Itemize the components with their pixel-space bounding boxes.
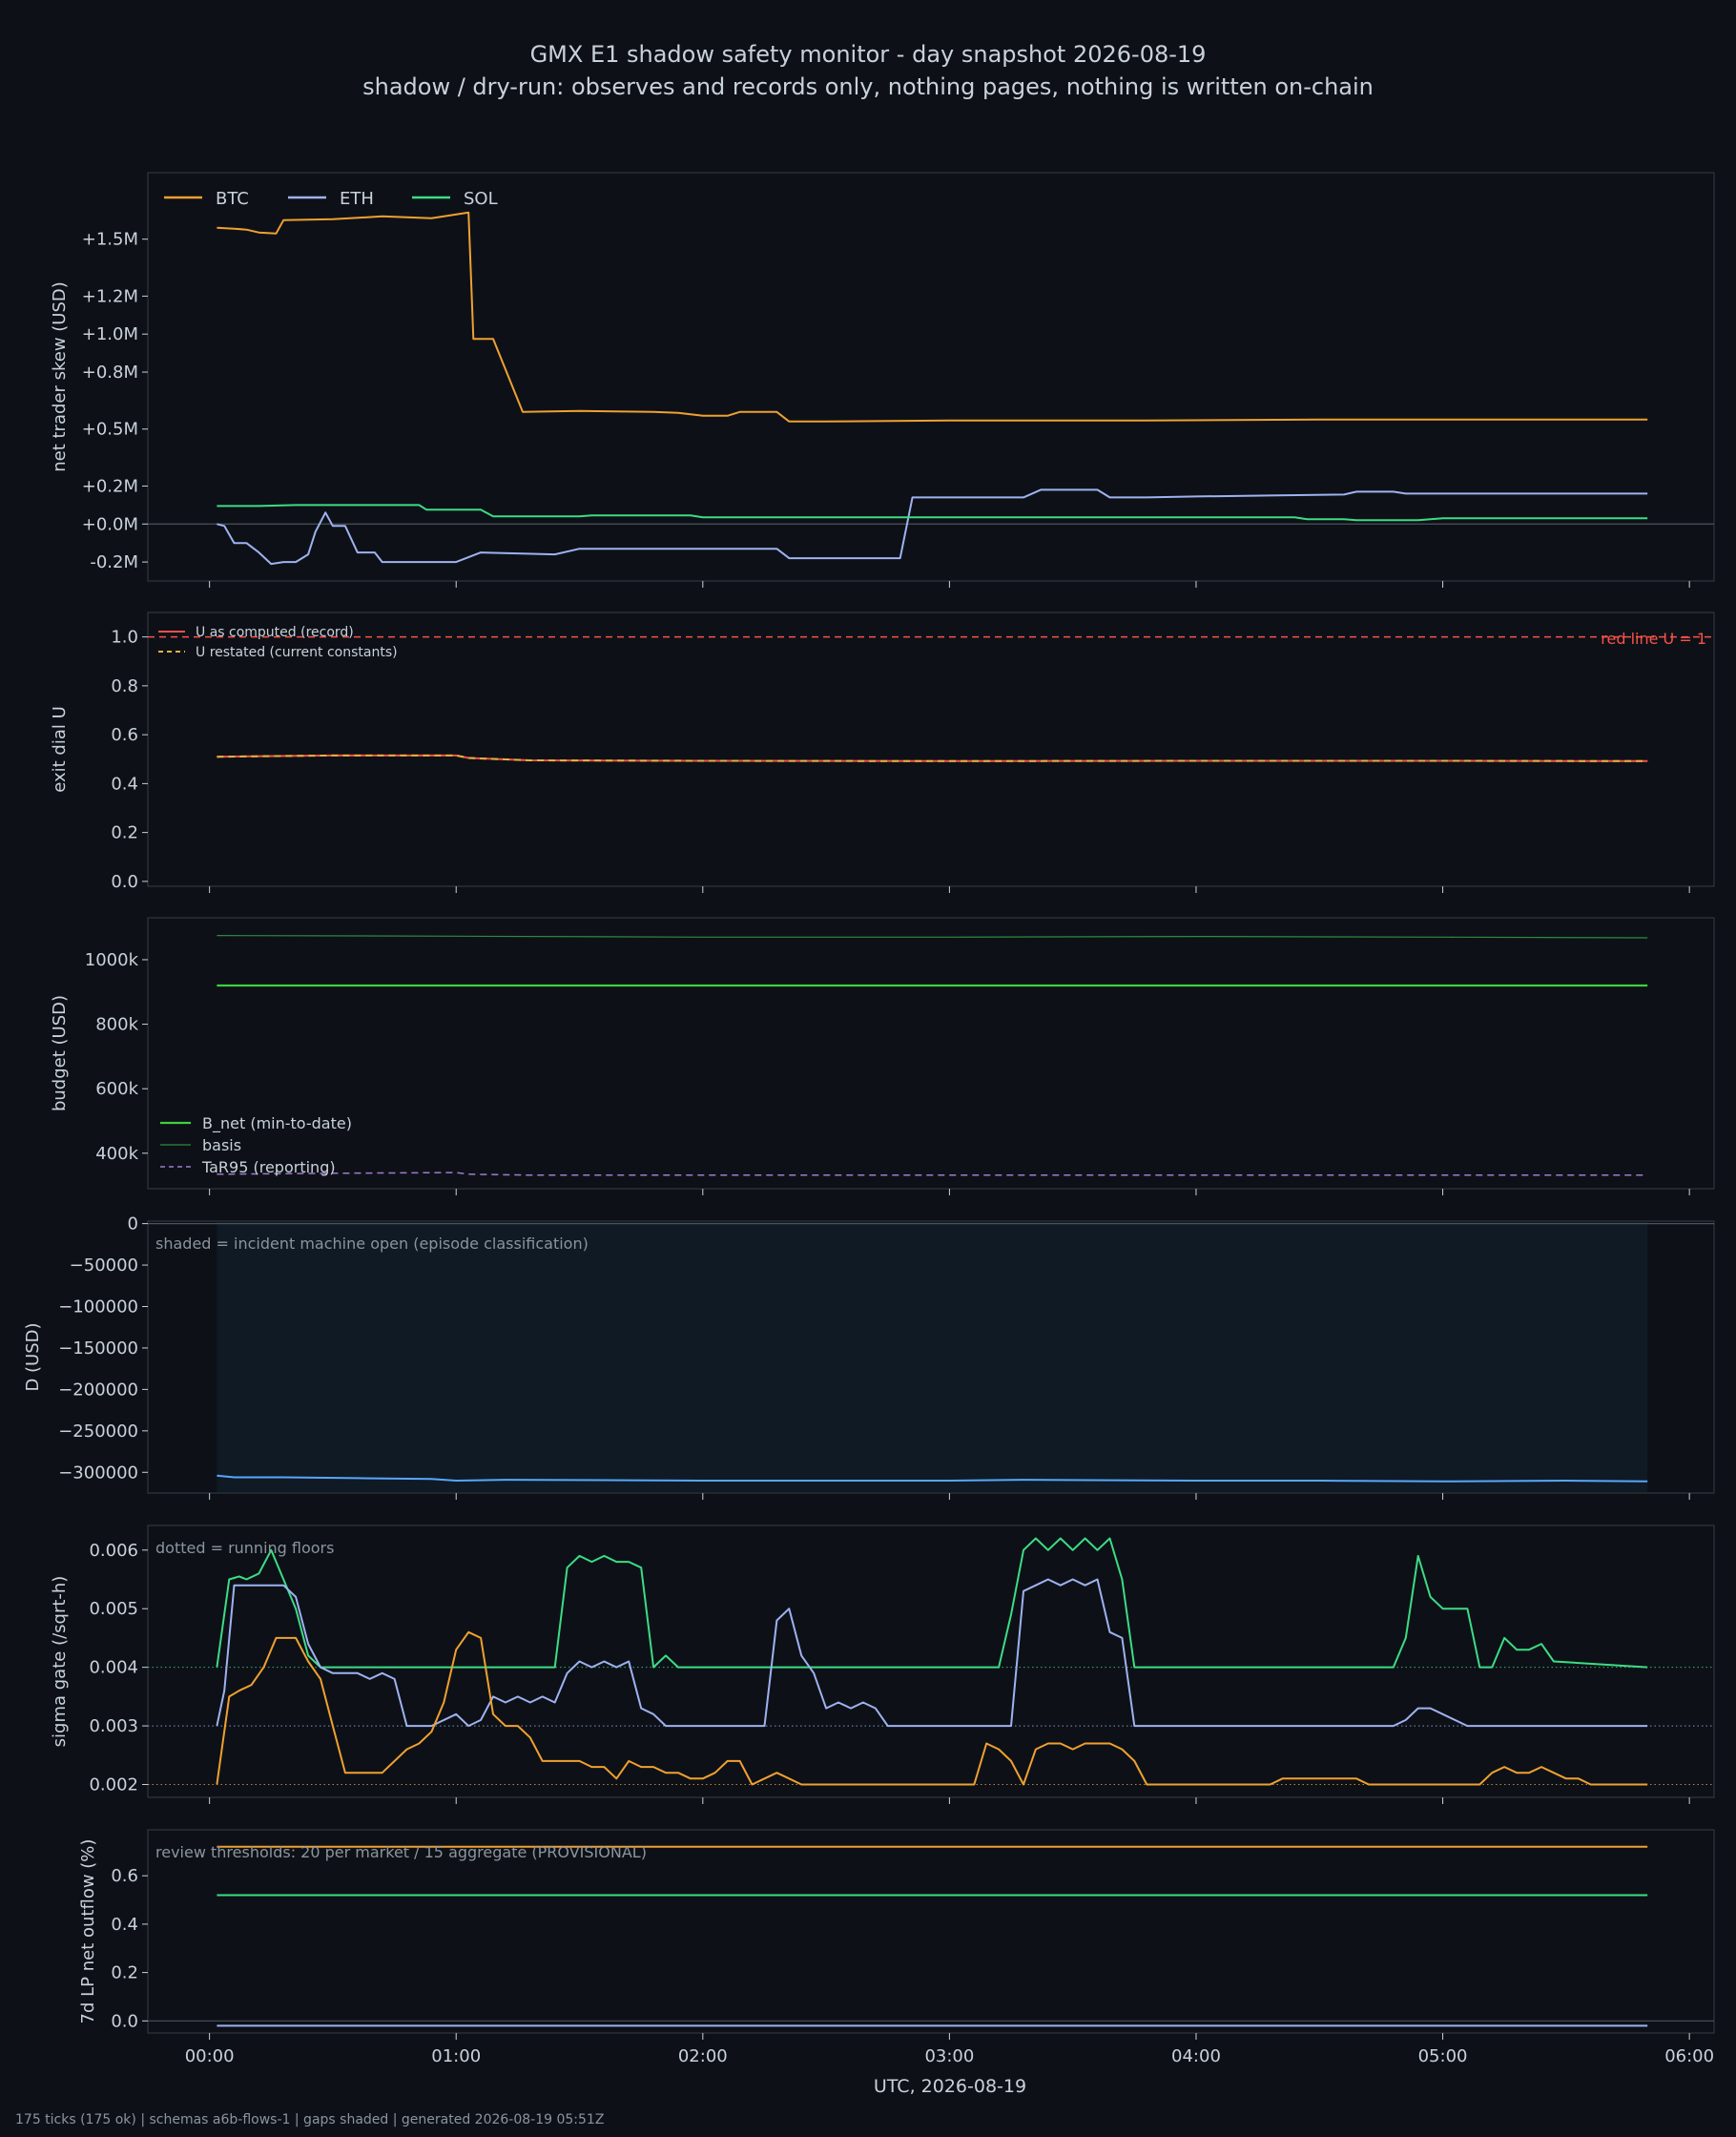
x-tick-label: 01:00 <box>431 2046 481 2066</box>
red-line-annotation: red line U = 1 <box>1601 630 1706 648</box>
title-block: GMX E1 shadow safety monitor - day snaps… <box>0 38 1736 103</box>
panel-annotation: dotted = running floors <box>155 1539 334 1557</box>
series-line-eth <box>217 488 1648 566</box>
panel-5: 0.002 0.003 0.004 0.005 0.006 sigma gate (/sq… <box>50 1525 1715 1804</box>
y-tick-label: −300000 <box>58 1463 138 1483</box>
y-tick-label: 0.4 <box>111 1915 138 1935</box>
legend-label: basis <box>202 1136 241 1154</box>
y-tick-label: 0.004 <box>89 1658 138 1678</box>
y-tick-label: 0.005 <box>89 1599 138 1619</box>
y-tick-label: 0 <box>128 1214 138 1234</box>
x-tick-label: 05:00 <box>1418 2046 1468 2066</box>
x-tick-label: 03:00 <box>924 2046 974 2066</box>
y-tick-label: 400k <box>95 1144 138 1164</box>
y-tick-label: +0.0M <box>82 514 138 534</box>
chart-title: GMX E1 shadow safety monitor - day snaps… <box>529 41 1207 68</box>
y-tick-label: 0.003 <box>89 1716 138 1736</box>
panel-4: 0 −50000 −100000 −150000 −200000 −250000 −3000… <box>23 1214 1715 1500</box>
y-axis-label: D (USD) <box>23 1322 43 1391</box>
panel-annotation: shaded = incident machine open (episode … <box>155 1234 589 1253</box>
panel-frame <box>147 1829 1715 2034</box>
y-tick-label: +1.2M <box>82 286 138 306</box>
y-tick-label: +0.8M <box>82 363 138 383</box>
panel-frame <box>147 917 1715 1190</box>
legend-label: U as computed (record) <box>196 625 354 640</box>
x-tick-label: 00:00 <box>185 2046 235 2066</box>
legend-label: SOL <box>464 189 498 209</box>
panel-1: -0.2M +0.0M +0.2M +0.5M +0.8M +1.0M +1.2M +1.5M… <box>50 172 1715 588</box>
panel-6: 0.0 0.2 0.4 0.6 00:00 01:00 02:00 03:00 04:00 05:… <box>78 1829 1715 2097</box>
panel-frame <box>147 1525 1715 1798</box>
y-tick-label: −100000 <box>58 1297 138 1317</box>
y-axis-label: 7d LP net outflow (%) <box>78 1839 98 2024</box>
x-tick-label: 06:00 <box>1664 2046 1714 2066</box>
series-line-u <box>217 754 1648 762</box>
legend-label: TaR95 (reporting) <box>201 1158 336 1176</box>
y-tick-label: 0.6 <box>111 725 138 745</box>
y-axis-label: sigma gate (/sqrt-h) <box>50 1576 70 1748</box>
y-tick-label: −250000 <box>58 1421 138 1442</box>
chart-subtitle: shadow / dry-run: observes and records o… <box>362 73 1374 100</box>
y-axis-label: net trader skew (USD) <box>50 281 70 472</box>
panel-3: 400k 600k 800k 1000k budget (USD) B_net (min-… <box>50 917 1715 1195</box>
series-line-basis <box>217 934 1648 939</box>
footer-status: 175 ticks (175 ok) | schemas a6b-flows-1… <box>15 2112 605 2127</box>
series-line-tar95 <box>217 1172 1648 1176</box>
y-tick-label: +0.2M <box>82 476 138 496</box>
panel-2: 0.0 0.2 0.4 0.6 0.8 1.0 exit dial U U as comput… <box>50 612 1715 893</box>
y-tick-label: −200000 <box>58 1380 138 1400</box>
x-tick-label: 04:00 <box>1171 2046 1221 2066</box>
series-line-btc <box>217 211 1648 423</box>
series-line-btc <box>216 1630 1648 1786</box>
y-tick-label: −150000 <box>58 1338 138 1359</box>
series-line-d <box>217 1474 1648 1483</box>
y-tick-label: 0.4 <box>111 774 138 794</box>
y-tick-label: 0.2 <box>111 823 138 843</box>
y-tick-label: 600k <box>95 1079 138 1099</box>
y-tick-label: 0.6 <box>111 1866 138 1886</box>
legend-label: B_net (min-to-date) <box>202 1114 352 1133</box>
y-tick-label: +1.0M <box>82 324 138 344</box>
y-tick-label: -0.2M <box>90 552 138 572</box>
x-tick-label: 02:00 <box>678 2046 728 2066</box>
y-tick-label: 0.0 <box>111 2011 138 2031</box>
panel-frame <box>147 612 1715 887</box>
legend-label: ETH <box>340 189 374 209</box>
legend-label: U restated (current constants) <box>196 645 398 660</box>
y-tick-label: 0.002 <box>89 1774 138 1795</box>
y-tick-label: −50000 <box>70 1255 138 1276</box>
y-tick-label: +1.5M <box>82 230 138 250</box>
y-tick-label: 1.0 <box>111 628 138 648</box>
y-tick-label: 1000k <box>85 950 139 970</box>
series-line-eth <box>216 1578 1648 1728</box>
incident-shade <box>217 1222 1648 1492</box>
y-tick-label: +0.5M <box>82 420 138 440</box>
y-tick-label: 0.2 <box>111 1963 138 1983</box>
series-line-sol <box>217 504 1648 522</box>
y-axis-label: exit dial U <box>50 706 70 793</box>
series-line-sol <box>216 1537 1648 1669</box>
y-tick-label: 0.8 <box>111 676 138 696</box>
y-tick-label: 0.006 <box>89 1541 138 1561</box>
x-axis-label: UTC, 2026-08-19 <box>874 2076 1026 2097</box>
y-tick-label: 0.0 <box>111 872 138 892</box>
y-axis-label: budget (USD) <box>50 995 70 1111</box>
y-tick-label: 800k <box>95 1015 138 1035</box>
panel-frame <box>147 172 1715 582</box>
legend-label: BTC <box>216 189 249 209</box>
panel-annotation: review thresholds: 20 per market / 15 ag… <box>155 1843 647 1861</box>
